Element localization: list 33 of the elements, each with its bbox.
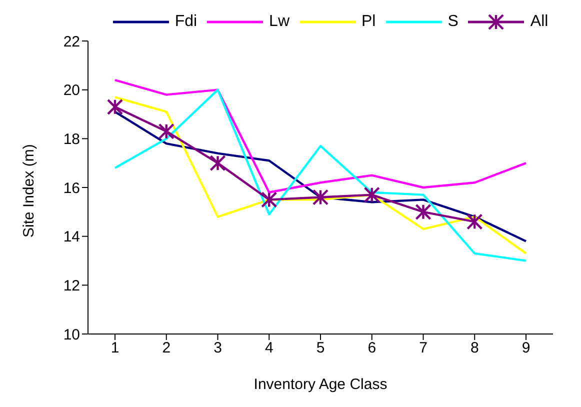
x-tick-label: 9 <box>522 340 530 357</box>
point <box>415 204 432 220</box>
point <box>312 189 329 206</box>
y-tick-label: 22 <box>63 33 80 50</box>
point <box>261 192 278 208</box>
line-series <box>114 110 528 242</box>
x-tick-label: 6 <box>368 340 376 357</box>
point <box>106 98 124 116</box>
x-axis-title: Inventory Age Class <box>254 376 388 393</box>
y-tick-label: 12 <box>63 277 80 294</box>
y-tick-label: 14 <box>63 228 80 246</box>
point <box>466 214 483 230</box>
point <box>364 186 380 203</box>
x-tick-label: 3 <box>214 340 222 357</box>
legend-label: Lw <box>269 13 290 31</box>
legend-label: Fdi <box>174 13 198 31</box>
line-series <box>114 78 528 194</box>
legend-label: All <box>530 13 548 31</box>
x-tick-label: 4 <box>264 340 274 357</box>
y-tick-label: 18 <box>63 130 80 148</box>
legend-label: Pl <box>362 13 376 31</box>
x-tick-label: 5 <box>316 340 325 357</box>
y-tick-label: 10 <box>63 326 80 344</box>
x-tick-label: 7 <box>419 340 428 357</box>
y-tick-label: 20 <box>63 82 80 100</box>
y-tick-label: 16 <box>63 180 80 197</box>
point <box>210 154 226 172</box>
x-tick-label: 8 <box>470 340 479 357</box>
y-axis-title: Site Index (m) <box>20 144 38 238</box>
x-tick-label: 2 <box>162 340 171 357</box>
point <box>158 123 174 140</box>
legend-label: S <box>448 13 458 31</box>
x-tick-label: 1 <box>110 340 120 357</box>
